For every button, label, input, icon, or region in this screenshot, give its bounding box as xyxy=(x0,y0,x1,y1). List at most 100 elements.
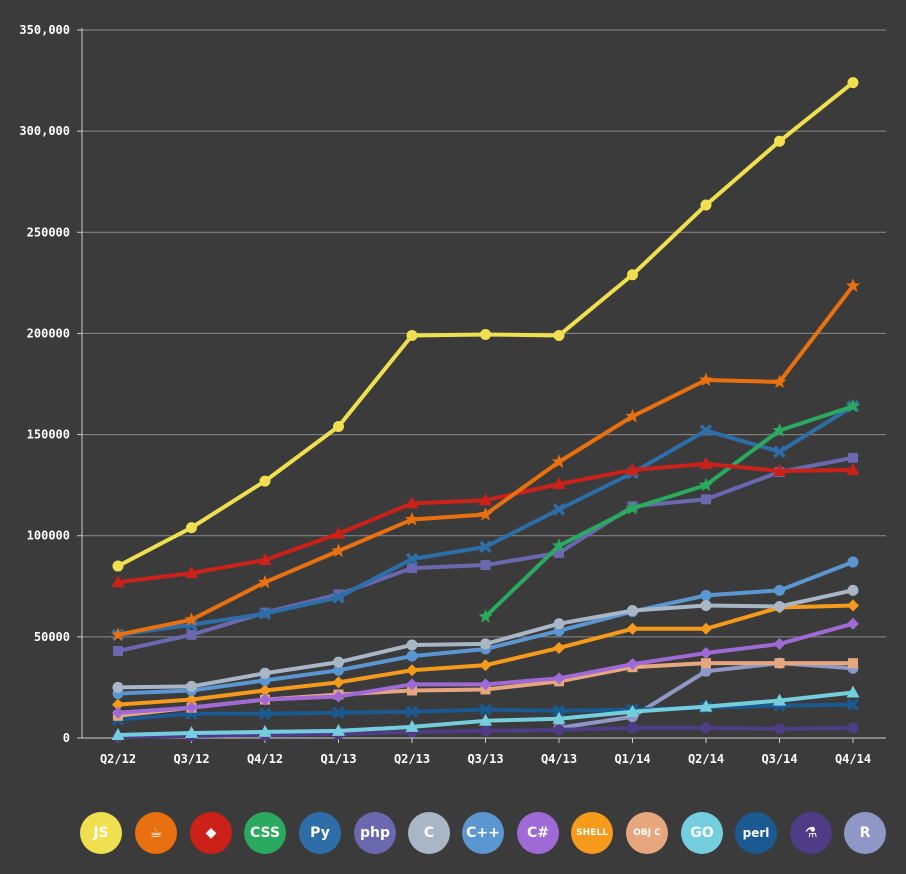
data-point xyxy=(404,512,420,526)
data-point xyxy=(480,328,491,340)
data-point xyxy=(406,650,418,662)
y-tick-label: 200000 xyxy=(27,326,70,340)
data-point xyxy=(479,540,492,554)
data-point xyxy=(332,676,345,689)
data-point xyxy=(700,600,712,612)
data-point xyxy=(698,372,714,386)
series-java xyxy=(110,278,861,641)
data-point xyxy=(479,493,492,506)
series-javascript xyxy=(112,77,859,572)
x-tick-label: Q1/14 xyxy=(614,752,650,766)
data-point xyxy=(627,269,638,281)
data-point xyxy=(332,706,345,719)
y-tick-label: 100000 xyxy=(27,529,70,543)
data-point xyxy=(112,681,124,693)
data-point xyxy=(259,475,271,487)
perl-icon: perl xyxy=(735,812,777,854)
data-point xyxy=(848,658,858,669)
data-point xyxy=(773,463,786,476)
x-tick-label: Q2/14 xyxy=(688,752,724,766)
x-tick-label: Q1/13 xyxy=(320,752,356,766)
data-point xyxy=(332,591,345,604)
data-point xyxy=(774,601,785,613)
data-point xyxy=(554,547,564,558)
line-chart: 0 50000 100000 150000 200000 250000 300,000 350… xyxy=(19,23,886,766)
data-point xyxy=(478,507,493,521)
grid-lines xyxy=(82,29,886,638)
data-point xyxy=(406,329,418,341)
scala-icon: ⚗ xyxy=(790,812,832,854)
data-point xyxy=(405,719,419,732)
data-point xyxy=(552,711,566,724)
shell-icon: SHELL xyxy=(571,812,613,854)
data-point xyxy=(846,462,860,475)
data-point xyxy=(479,703,492,716)
x-tick-label: Q2/13 xyxy=(394,752,430,766)
y-tick-label: 150000 xyxy=(27,428,70,442)
data-point xyxy=(184,612,199,626)
data-point xyxy=(847,599,859,612)
data-point xyxy=(332,690,345,703)
data-point xyxy=(845,398,861,413)
data-point xyxy=(700,622,712,635)
y-tick-label: 300,000 xyxy=(19,124,70,138)
data-point xyxy=(700,665,712,677)
data-point xyxy=(405,496,419,509)
python-icon: Py xyxy=(299,812,341,854)
data-point xyxy=(479,678,492,691)
data-point xyxy=(847,617,859,630)
data-point xyxy=(405,552,419,566)
data-point xyxy=(186,680,197,692)
x-tick-label: Q4/13 xyxy=(541,752,577,766)
data-point xyxy=(774,723,785,735)
data-point xyxy=(258,607,272,620)
data-point xyxy=(626,704,639,717)
data-point xyxy=(700,647,712,660)
ruby-icon: ◆ xyxy=(190,812,232,854)
data-point xyxy=(553,672,565,685)
series-go xyxy=(111,685,860,740)
data-point xyxy=(258,724,272,737)
data-point xyxy=(405,705,419,718)
data-point xyxy=(847,556,859,568)
data-point xyxy=(700,722,712,734)
data-point xyxy=(625,408,640,423)
data-point xyxy=(626,622,639,635)
data-point xyxy=(552,704,566,717)
cpp-icon: C++ xyxy=(462,812,504,854)
data-point xyxy=(333,656,344,668)
y-tick-label: 250000 xyxy=(27,225,70,239)
series-ruby xyxy=(111,456,860,588)
data-point xyxy=(626,658,639,671)
data-point xyxy=(112,560,124,572)
axes: 0 50000 100000 150000 200000 250000 300,000 350… xyxy=(19,23,886,766)
data-point xyxy=(186,629,197,640)
data-point xyxy=(480,560,491,571)
data-point xyxy=(407,563,417,574)
data-point xyxy=(627,605,638,617)
y-tick-label: 350,000 xyxy=(19,23,70,37)
data-point xyxy=(553,329,565,341)
x-tick-label: Q2/12 xyxy=(100,752,136,766)
data-point xyxy=(333,420,344,432)
data-point xyxy=(553,618,565,630)
data-point xyxy=(847,722,859,734)
y-tick-label: 50000 xyxy=(34,630,70,644)
data-point xyxy=(699,699,713,712)
x-tick-label: Q3/14 xyxy=(761,752,797,766)
data-point xyxy=(185,566,198,579)
data-point xyxy=(701,494,711,505)
data-point xyxy=(848,452,858,463)
data-point xyxy=(110,627,126,641)
data-point xyxy=(185,693,198,706)
data-point xyxy=(406,639,418,651)
js-icon: JS xyxy=(80,812,122,854)
data-point xyxy=(701,658,711,669)
data-point xyxy=(332,723,345,736)
data-point xyxy=(185,701,198,714)
data-point xyxy=(479,713,492,726)
data-point xyxy=(406,678,418,691)
data-point xyxy=(847,584,859,596)
php-icon: php xyxy=(354,812,396,854)
data-point xyxy=(257,574,273,589)
